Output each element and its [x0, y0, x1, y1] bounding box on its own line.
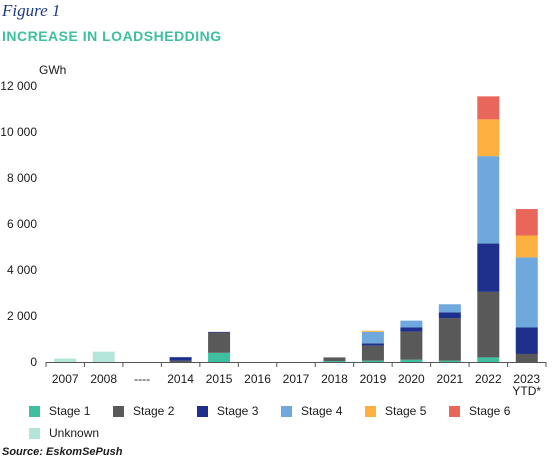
figure-label: Figure 1 — [2, 1, 61, 20]
bar-segment — [400, 320, 423, 328]
bar-segment — [208, 332, 231, 353]
bar-segment — [477, 156, 500, 244]
legend-item: Stage 3 — [197, 404, 281, 418]
bar-segment — [361, 331, 384, 344]
bar-segment — [477, 96, 500, 120]
bar-stack — [438, 304, 461, 362]
legend-item: Stage 1 — [29, 404, 113, 418]
legend-row: Stage 1 Stage 2 Stage 3 Stage 4 Stage 5 Stage… — [29, 400, 549, 422]
bar-segment — [208, 331, 231, 333]
legend-item: Unknown — [29, 426, 113, 440]
bar-segment — [323, 357, 346, 362]
bar-segment — [477, 243, 500, 292]
bar-segment — [515, 209, 538, 236]
bar-segment — [169, 360, 192, 362]
legend-swatch — [29, 427, 40, 439]
y-tick-label: 8 000 — [7, 171, 37, 185]
bar-segment — [361, 343, 384, 346]
bar-segment — [477, 291, 500, 358]
bar-segment — [477, 357, 500, 362]
x-tick-label: 2016 — [244, 372, 271, 386]
x-tick-label: 2008 — [90, 372, 117, 386]
legend-item: Stage 4 — [281, 404, 365, 418]
bar-segment — [438, 360, 461, 362]
x-tick-label: 2017 — [283, 372, 310, 386]
legend-label: Unknown — [49, 426, 100, 440]
bar-segment — [54, 358, 77, 362]
x-tick-label: 2015 — [206, 372, 233, 386]
bar-stack — [361, 330, 384, 362]
bar-segment — [477, 119, 500, 157]
legend-item: Stage 2 — [113, 404, 197, 418]
y-tick-label: 10 000 — [0, 125, 37, 139]
legend-swatch — [449, 405, 460, 417]
x-axis-ticks: 2007 2008 ---- 2014 2015 2016 2017 2018 2019 2020… — [45, 362, 547, 398]
legend-label: Stage 2 — [133, 404, 175, 418]
bar-stack — [54, 358, 77, 362]
legend-row: Unknown — [29, 422, 549, 444]
y-axis-unit-label: GWh — [39, 63, 66, 77]
bar-segment — [208, 352, 231, 362]
x-tick-label: 2007 — [52, 372, 79, 386]
bar-segment — [515, 257, 538, 328]
bar-segment — [361, 360, 384, 362]
legend-swatch — [113, 405, 124, 417]
y-axis-ticks: 0 2 000 4 000 6 000 8 000 10 000 12 000 — [0, 79, 37, 369]
x-tick-label: 2022 — [475, 372, 502, 386]
x-tick-label: 2018 — [321, 372, 348, 386]
bar-segment — [323, 361, 346, 362]
bar-segment — [361, 330, 384, 332]
bar-segment — [515, 353, 538, 362]
x-tick-label: ---- — [134, 372, 150, 386]
bar-segment — [92, 351, 115, 362]
legend-item: Stage 6 — [449, 404, 533, 418]
legend-swatch — [29, 405, 40, 417]
legend-label: Stage 3 — [217, 404, 259, 418]
y-tick-label: 2 000 — [7, 309, 37, 323]
bar-segment — [515, 327, 538, 354]
legend-label: Stage 6 — [469, 404, 511, 418]
legend-swatch — [365, 405, 376, 417]
legend-label: Stage 4 — [301, 404, 343, 418]
bar-segment — [438, 304, 461, 313]
y-tick-label: 0 — [30, 355, 37, 369]
bar-stack — [400, 320, 423, 362]
x-tick-label: 2023 YTD* — [512, 372, 541, 398]
stacked-bar-chart: GWh 0 2 000 4 000 6 000 8 000 10 000 12 000 20… — [0, 63, 547, 398]
x-tick-label: 2020 — [398, 372, 425, 386]
bar-stack — [169, 357, 192, 362]
bar-stack — [477, 96, 500, 362]
y-tick-label: 4 000 — [7, 263, 37, 277]
legend-item: Stage 5 — [365, 404, 449, 418]
chart-title: INCREASE IN LOADSHEDDING — [2, 28, 222, 44]
bar-segment — [438, 312, 461, 319]
y-tick-label: 12 000 — [0, 79, 37, 93]
bar-stack — [92, 351, 115, 362]
bar-stack — [515, 209, 538, 362]
legend-swatch — [197, 405, 208, 417]
bar-segment — [400, 359, 423, 362]
bar-segment — [400, 327, 423, 332]
bar-segment — [515, 235, 538, 258]
bar-stack — [208, 331, 231, 362]
bar-stack — [323, 357, 346, 362]
x-tick-label: 2014 — [167, 372, 194, 386]
legend-label: Stage 5 — [385, 404, 427, 418]
x-tick-label: 2021 — [436, 372, 463, 386]
source-note: Source: EskomSePush — [2, 446, 123, 458]
bar-segment — [400, 331, 423, 360]
y-tick-label: 6 000 — [7, 217, 37, 231]
legend: Stage 1 Stage 2 Stage 3 Stage 4 Stage 5 Stage… — [29, 400, 549, 444]
bar-stacks — [54, 96, 538, 362]
bar-segment — [169, 357, 192, 361]
legend-swatch — [281, 405, 292, 417]
bar-segment — [438, 318, 461, 361]
legend-label: Stage 1 — [49, 404, 91, 418]
x-tick-label: 2019 — [360, 372, 387, 386]
bar-segment — [361, 345, 384, 361]
